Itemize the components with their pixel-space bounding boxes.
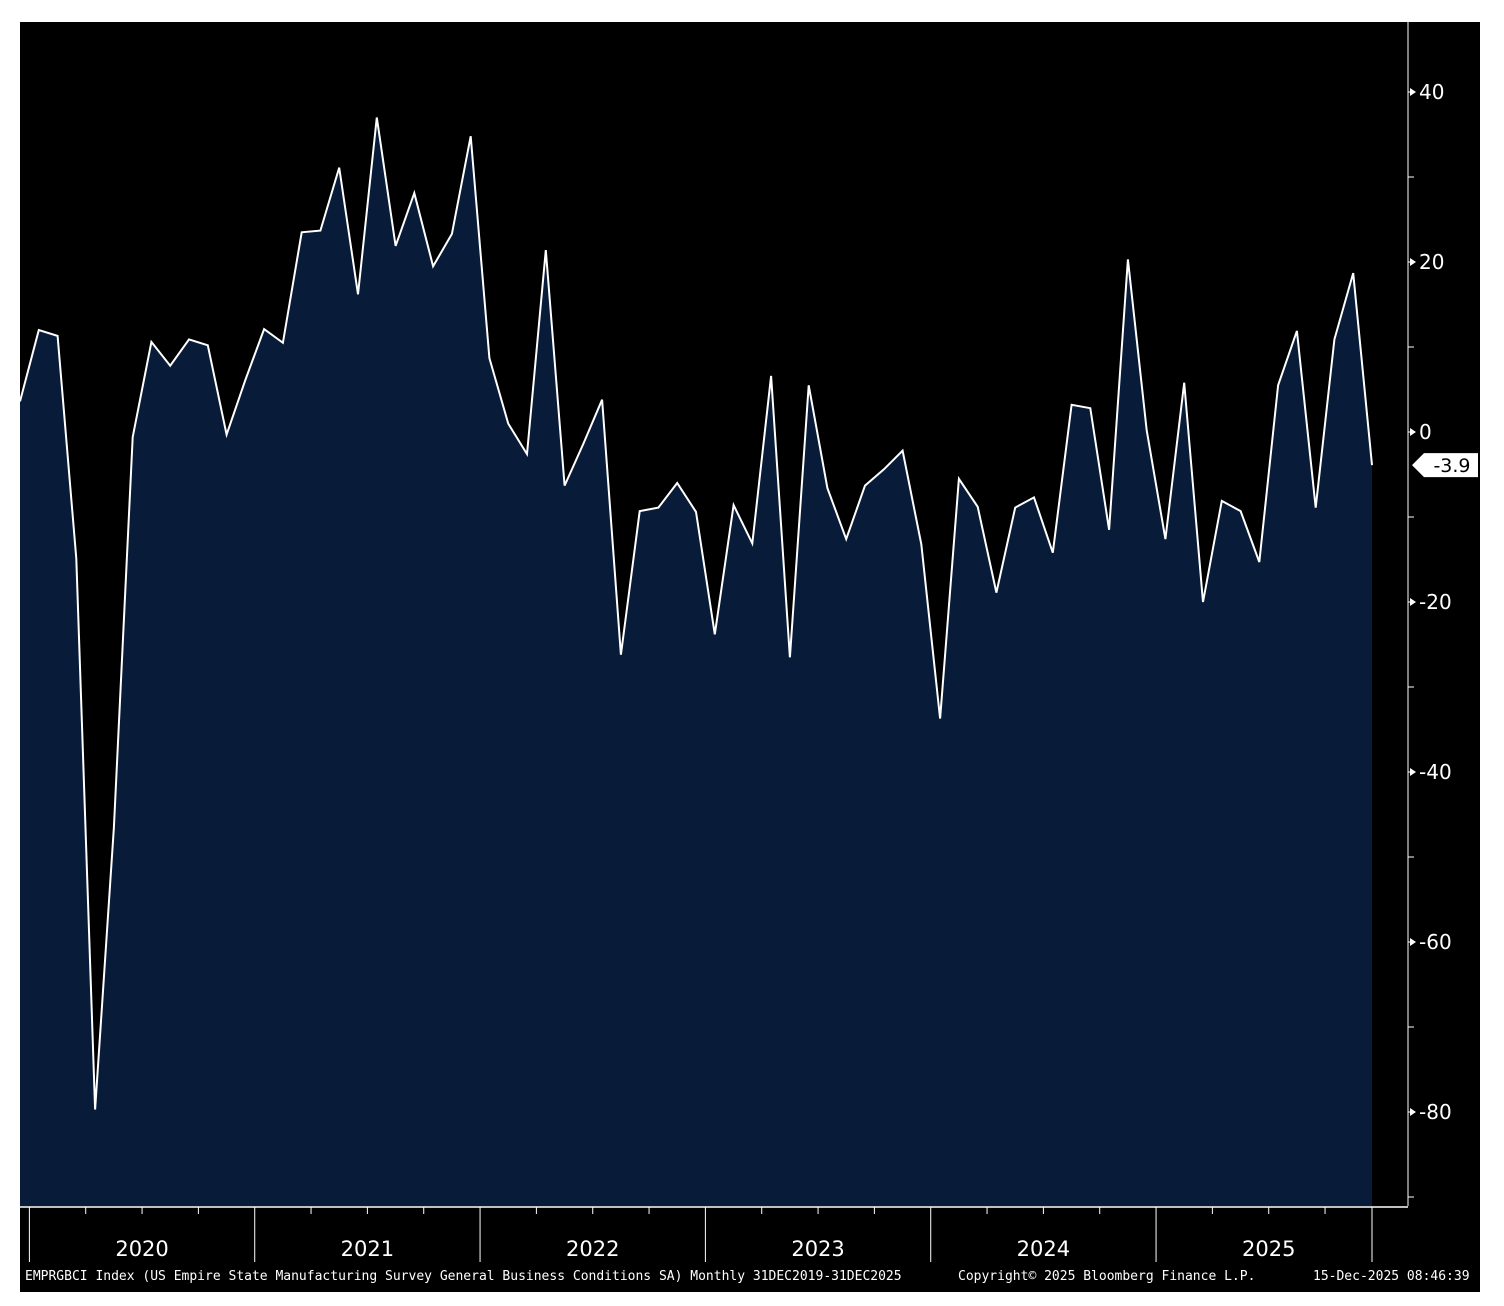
x-year-label: 2023 bbox=[791, 1237, 844, 1261]
y-tick-marker bbox=[1410, 258, 1416, 266]
chart-frame: -80 -60 -40 -20 0 20 40 2020 2021 2022 2023 2024 20… bbox=[20, 22, 1480, 1292]
y-tick-label: -20 bbox=[1419, 590, 1452, 614]
last-value-label: -3.9 bbox=[1433, 455, 1470, 477]
x-axis-ticks: 2020 2021 2022 2023 2024 2025 bbox=[28, 1207, 1373, 1262]
footer-timestamp: 15-Dec-2025 08:46:39 bbox=[1313, 1269, 1470, 1284]
y-axis-ticks: -80 -60 -40 -20 0 20 40 bbox=[1408, 80, 1452, 1198]
x-year-label: 2020 bbox=[115, 1237, 168, 1261]
x-year-label: 2022 bbox=[566, 1237, 619, 1261]
y-tick-marker bbox=[1410, 428, 1416, 436]
y-tick-marker bbox=[1410, 938, 1416, 946]
y-tick-label: -60 bbox=[1419, 930, 1452, 954]
y-tick-marker bbox=[1410, 598, 1416, 606]
y-tick-label: 20 bbox=[1419, 250, 1444, 274]
y-tick-label: 0 bbox=[1419, 420, 1432, 444]
last-value-badge bbox=[1412, 453, 1478, 478]
y-tick-marker bbox=[1410, 88, 1416, 96]
footer-description: EMPRGBCI Index (US Empire State Manufact… bbox=[25, 1269, 902, 1284]
footer-copyright: Copyright© 2025 Bloomberg Finance L.P. bbox=[958, 1269, 1256, 1284]
y-tick-label: -80 bbox=[1419, 1100, 1452, 1124]
x-year-label: 2021 bbox=[341, 1237, 394, 1261]
series-area-fill bbox=[20, 117, 1372, 1206]
y-tick-label: 40 bbox=[1419, 80, 1444, 104]
y-tick-marker bbox=[1410, 768, 1416, 776]
last-value-marker: -3.9 bbox=[1412, 453, 1478, 478]
x-year-label: 2025 bbox=[1242, 1237, 1295, 1261]
series-line bbox=[20, 117, 1373, 1110]
y-tick-marker bbox=[1410, 1108, 1416, 1116]
y-tick-label: -40 bbox=[1419, 760, 1452, 784]
x-year-label: 2024 bbox=[1017, 1237, 1070, 1261]
